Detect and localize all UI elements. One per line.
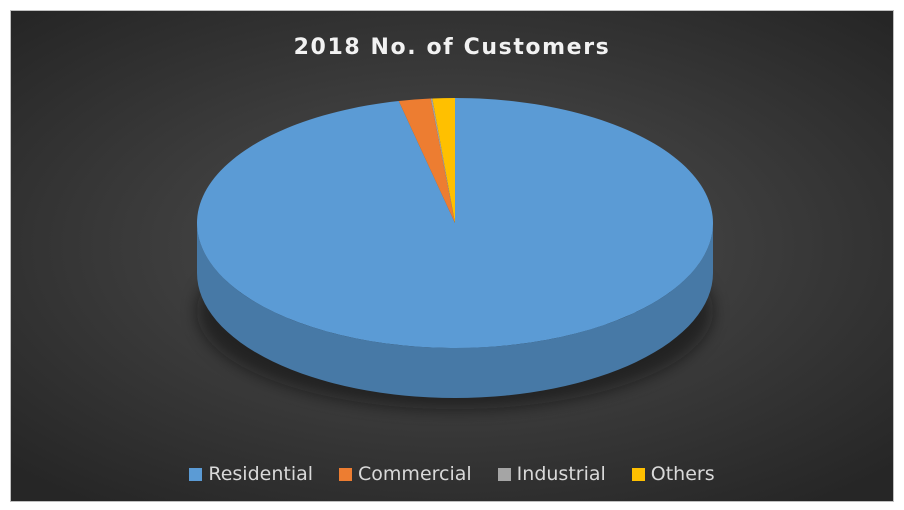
- legend-item-commercial: Commercial: [339, 463, 472, 485]
- chart-area: 2018 No. of Customers Residential Commerc…: [10, 10, 894, 502]
- pie-chart: [197, 98, 714, 409]
- pie-side-residential: [197, 223, 713, 398]
- legend-label-industrial: Industrial: [516, 463, 606, 485]
- legend-item-others: Others: [631, 463, 715, 485]
- legend-swatch-residential: [189, 467, 203, 481]
- legend-item-industrial: Industrial: [497, 463, 606, 485]
- legend-label-commercial: Commercial: [358, 463, 472, 485]
- chart-title: 2018 No. of Customers: [293, 35, 611, 60]
- legend-swatch-commercial: [339, 467, 353, 481]
- pie-slice-industrial: [430, 98, 455, 223]
- pie-slice-residential: [197, 98, 714, 349]
- legend-label-others: Others: [650, 463, 715, 485]
- legend-swatch-industrial: [497, 467, 511, 481]
- pie-slice-others: [432, 98, 455, 223]
- legend-swatch-others: [631, 467, 645, 481]
- legend-label-residential: Residential: [208, 463, 314, 485]
- pie-slice-commercial: [398, 98, 455, 223]
- legend: Residential Commercial Industrial Others: [11, 463, 893, 485]
- legend-item-residential: Residential: [189, 463, 313, 485]
